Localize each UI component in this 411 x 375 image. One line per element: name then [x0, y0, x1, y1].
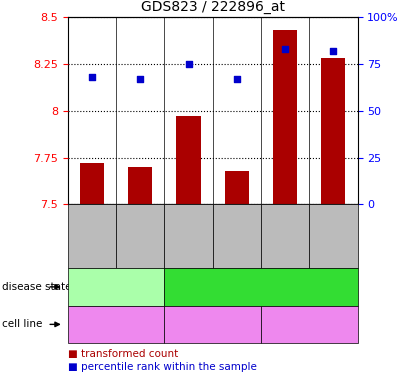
- Text: normal: normal: [94, 280, 138, 293]
- Bar: [128, 167, 152, 204]
- Bar: [273, 30, 297, 204]
- Text: cancer: cancer: [240, 280, 282, 293]
- Text: HCC 1954: HCC 1954: [283, 320, 335, 329]
- Point: [137, 76, 143, 82]
- Title: GDS823 / 222896_at: GDS823 / 222896_at: [141, 0, 285, 15]
- Bar: [321, 58, 346, 204]
- Text: GSM21248: GSM21248: [184, 212, 193, 261]
- Point: [233, 76, 240, 82]
- Text: GSM21251: GSM21251: [329, 212, 338, 261]
- Text: mammary
epithelium: mammary epithelium: [88, 314, 144, 335]
- Text: disease state: disease state: [2, 282, 72, 292]
- Text: GSM21249: GSM21249: [232, 212, 241, 261]
- Point: [330, 48, 337, 54]
- Point: [185, 61, 192, 67]
- Bar: [225, 171, 249, 204]
- Text: ■ percentile rank within the sample: ■ percentile rank within the sample: [68, 362, 257, 372]
- Bar: [176, 116, 201, 204]
- Bar: [80, 163, 104, 204]
- Point: [282, 46, 289, 52]
- Point: [89, 74, 95, 80]
- Text: cell line: cell line: [2, 320, 42, 329]
- Text: GSM21252: GSM21252: [88, 212, 97, 261]
- Text: GSM21253: GSM21253: [136, 212, 145, 261]
- Text: ■ transformed count: ■ transformed count: [68, 350, 178, 359]
- Text: GSM21250: GSM21250: [281, 212, 290, 261]
- Text: MDA-MB-436: MDA-MB-436: [179, 320, 246, 329]
